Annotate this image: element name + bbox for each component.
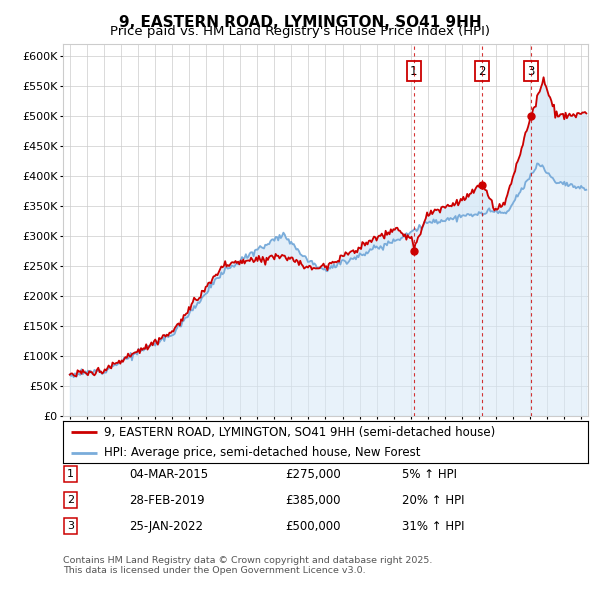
- Text: 9, EASTERN ROAD, LYMINGTON, SO41 9HH (semi-detached house): 9, EASTERN ROAD, LYMINGTON, SO41 9HH (se…: [104, 425, 495, 438]
- Text: 25-JAN-2022: 25-JAN-2022: [129, 520, 203, 533]
- Text: £385,000: £385,000: [285, 494, 341, 507]
- Text: 20% ↑ HPI: 20% ↑ HPI: [402, 494, 464, 507]
- Text: Price paid vs. HM Land Registry's House Price Index (HPI): Price paid vs. HM Land Registry's House …: [110, 25, 490, 38]
- Text: 9, EASTERN ROAD, LYMINGTON, SO41 9HH: 9, EASTERN ROAD, LYMINGTON, SO41 9HH: [119, 15, 481, 30]
- Text: £500,000: £500,000: [285, 520, 341, 533]
- Text: 31% ↑ HPI: 31% ↑ HPI: [402, 520, 464, 533]
- Text: Contains HM Land Registry data © Crown copyright and database right 2025.: Contains HM Land Registry data © Crown c…: [63, 556, 433, 565]
- Text: 2: 2: [478, 65, 485, 78]
- Text: 1: 1: [410, 65, 418, 78]
- Text: 5% ↑ HPI: 5% ↑ HPI: [402, 468, 457, 481]
- Text: 3: 3: [67, 522, 74, 531]
- Text: 2: 2: [67, 496, 74, 505]
- Text: 3: 3: [527, 65, 535, 78]
- Text: This data is licensed under the Open Government Licence v3.0.: This data is licensed under the Open Gov…: [63, 566, 365, 575]
- Text: £275,000: £275,000: [285, 468, 341, 481]
- Text: HPI: Average price, semi-detached house, New Forest: HPI: Average price, semi-detached house,…: [104, 446, 421, 459]
- Text: 1: 1: [67, 470, 74, 479]
- Text: 04-MAR-2015: 04-MAR-2015: [129, 468, 208, 481]
- Text: 28-FEB-2019: 28-FEB-2019: [129, 494, 205, 507]
